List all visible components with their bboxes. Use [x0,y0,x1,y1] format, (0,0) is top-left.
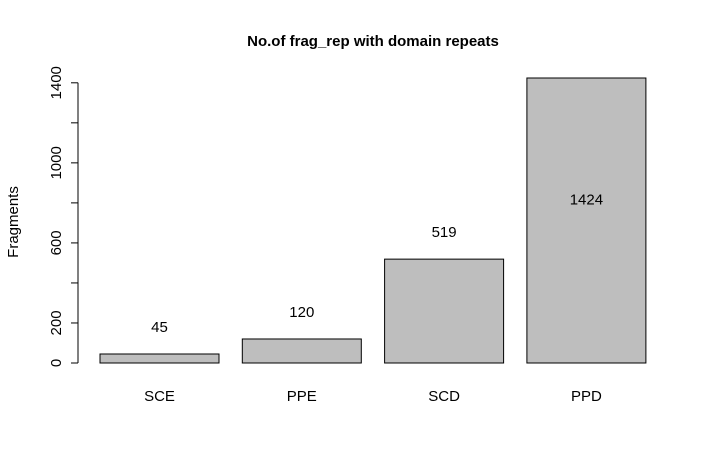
bar-ppd [526,77,647,364]
y-axis-label: Fragments [5,186,22,258]
bar-scd [384,258,505,364]
bar-ppe [241,338,362,364]
category-labels-group: SCE PPE SCD PPD [144,388,602,405]
x-category-label: PPD [571,388,602,405]
data-label: 1424 [570,192,603,209]
bars-group [99,77,647,364]
y-axis-ticks: 0 200 600 1000 1400 [48,66,78,367]
y-tick-label: 600 [48,230,65,255]
data-labels-group: 45 120 519 1424 [151,192,603,336]
y-tick-label: 1400 [48,66,65,99]
data-label: 45 [151,319,168,336]
x-category-label: SCE [144,388,175,405]
y-tick-label: 1000 [48,146,65,179]
chart-title: No.of frag_rep with domain repeats [247,33,499,50]
x-category-label: SCD [428,388,460,405]
bar-sce [99,353,220,364]
y-tick-label: 200 [48,310,65,335]
x-category-label: PPE [287,388,317,405]
y-tick-label: 0 [48,359,65,367]
data-label: 120 [289,304,314,321]
data-label: 519 [432,224,457,241]
